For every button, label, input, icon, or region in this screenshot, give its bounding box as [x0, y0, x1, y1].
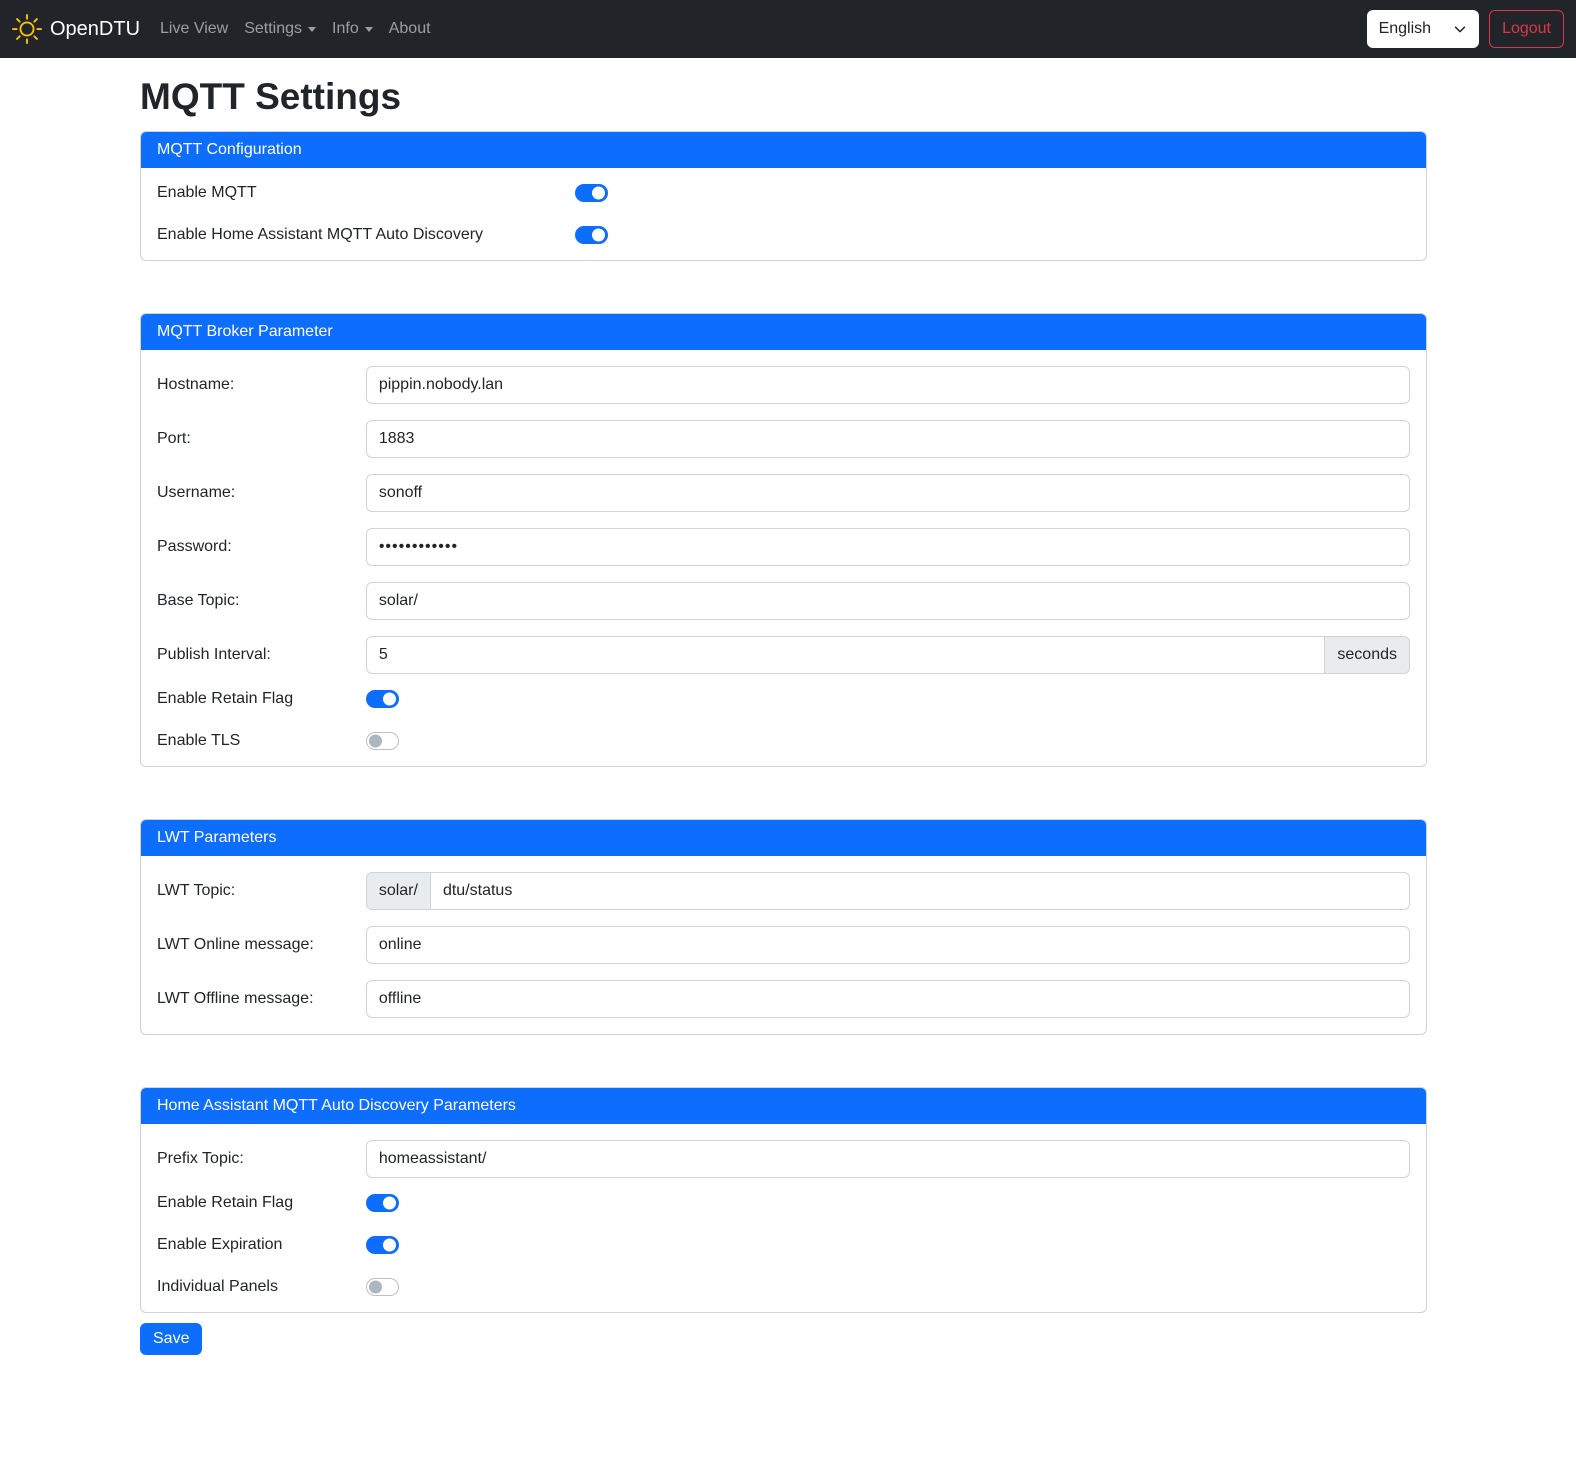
username-row: Username:	[157, 473, 1410, 512]
nav-item-label: Live View	[160, 20, 229, 37]
port-row: Port:	[157, 419, 1410, 458]
prefix-topic-label: Prefix Topic:	[157, 1149, 244, 1167]
enable-hass-discovery-label: Enable Home Assistant MQTT Auto Discover…	[157, 225, 484, 243]
enable-hass-discovery-toggle[interactable]	[574, 225, 608, 244]
lwt-online-label: LWT Online message:	[157, 935, 314, 953]
base-topic-input[interactable]	[365, 581, 1410, 620]
navbar: OpenDTU Live View Settings Info About En…	[0, 0, 1576, 58]
enable-mqtt-toggle[interactable]	[574, 183, 608, 202]
brand-link[interactable]: OpenDTU	[12, 14, 140, 44]
nav-item-label: Settings	[244, 20, 303, 37]
lwt-offline-input[interactable]	[365, 979, 1410, 1018]
lwt-topic-prefix: solar/	[365, 871, 431, 910]
toggle-knob	[591, 228, 605, 242]
password-input[interactable]	[365, 527, 1410, 566]
nav-item-live-view[interactable]: Live View	[152, 12, 236, 46]
individual-panels-row: Individual Panels	[157, 1277, 1410, 1296]
chevron-down-icon	[308, 26, 317, 32]
nav-item-about[interactable]: About	[381, 12, 439, 46]
card-header: LWT Parameters	[141, 819, 1426, 856]
language-selected-value: English	[1378, 20, 1432, 37]
nav-right: English Logout	[1366, 10, 1564, 48]
publish-interval-input[interactable]	[365, 635, 1326, 674]
card-body: LWT Topic: solar/ LWT Online message: LW…	[141, 856, 1426, 1034]
enable-mqtt-row: Enable MQTT	[157, 183, 1410, 202]
publish-interval-label: Publish Interval:	[157, 645, 271, 663]
password-row: Password:	[157, 527, 1410, 566]
broker-retain-toggle[interactable]	[365, 689, 399, 708]
logout-button[interactable]: Logout	[1489, 10, 1564, 48]
nav-item-info[interactable]: Info	[324, 12, 381, 46]
hass-retain-row: Enable Retain Flag	[157, 1193, 1410, 1212]
prefix-topic-input[interactable]	[365, 1139, 1410, 1178]
base-topic-row: Base Topic:	[157, 581, 1410, 620]
card-body: Enable MQTT Enable Home Assistant MQTT A…	[141, 168, 1426, 260]
mqtt-configuration-card: MQTT Configuration Enable MQTT Enable Ho…	[140, 130, 1427, 261]
nav-item-label: About	[388, 20, 431, 37]
language-select[interactable]: English	[1366, 10, 1480, 48]
chevron-down-icon	[1453, 22, 1467, 36]
page-title: MQTT Settings	[140, 76, 402, 117]
publish-interval-row: Publish Interval: seconds	[157, 635, 1410, 674]
lwt-topic-row: LWT Topic: solar/	[157, 871, 1410, 910]
card-body: Hostname: Port: Username: Password:	[141, 350, 1426, 766]
lwt-online-row: LWT Online message:	[157, 925, 1410, 964]
toggle-knob	[591, 186, 605, 200]
enable-expiration-label: Enable Expiration	[157, 1235, 283, 1253]
nav-item-settings[interactable]: Settings	[236, 12, 324, 46]
individual-panels-toggle[interactable]	[365, 1277, 399, 1296]
enable-hass-discovery-row: Enable Home Assistant MQTT Auto Discover…	[157, 225, 1410, 244]
bottom-spacer	[140, 1355, 1427, 1373]
lwt-topic-label: LWT Topic:	[157, 881, 236, 899]
chevron-down-icon	[364, 26, 373, 32]
enable-tls-label: Enable TLS	[157, 731, 241, 749]
nav-links: Live View Settings Info About	[152, 12, 1367, 46]
hostname-row: Hostname:	[157, 365, 1410, 404]
broker-retain-row: Enable Retain Flag	[157, 689, 1410, 708]
main-content: MQTT Settings MQTT Configuration Enable …	[140, 76, 1427, 1373]
sun-icon	[12, 14, 42, 44]
username-input[interactable]	[365, 473, 1410, 512]
toggle-knob	[382, 692, 396, 706]
hass-retain-label: Enable Retain Flag	[157, 1193, 294, 1211]
hostname-label: Hostname:	[157, 375, 235, 393]
mqtt-broker-card: MQTT Broker Parameter Hostname: Port: Us…	[140, 312, 1427, 767]
individual-panels-label: Individual Panels	[157, 1277, 278, 1295]
lwt-topic-input[interactable]	[429, 871, 1410, 910]
base-topic-label: Base Topic:	[157, 591, 240, 609]
toggle-knob	[382, 1196, 396, 1210]
enable-expiration-toggle[interactable]	[365, 1235, 399, 1254]
lwt-offline-row: LWT Offline message:	[157, 979, 1410, 1018]
nav-item-label: Info	[332, 20, 359, 37]
card-header: MQTT Broker Parameter	[141, 313, 1426, 350]
publish-interval-unit: seconds	[1324, 635, 1410, 674]
enable-expiration-row: Enable Expiration	[157, 1235, 1410, 1254]
hass-discovery-card: Home Assistant MQTT Auto Discovery Param…	[140, 1086, 1427, 1313]
enable-tls-row: Enable TLS	[157, 731, 1410, 750]
lwt-offline-label: LWT Offline message:	[157, 989, 314, 1007]
password-label: Password:	[157, 537, 232, 555]
card-body: Prefix Topic: Enable Retain Flag Enable …	[141, 1124, 1426, 1312]
save-button[interactable]: Save	[140, 1322, 203, 1355]
brand-label: OpenDTU	[50, 17, 141, 40]
toggle-knob	[368, 734, 382, 748]
card-header: Home Assistant MQTT Auto Discovery Param…	[141, 1087, 1426, 1124]
username-label: Username:	[157, 483, 236, 501]
enable-tls-toggle[interactable]	[365, 731, 399, 750]
broker-retain-label: Enable Retain Flag	[157, 689, 294, 707]
enable-mqtt-label: Enable MQTT	[157, 183, 257, 201]
port-input[interactable]	[365, 419, 1410, 458]
toggle-knob	[382, 1238, 396, 1252]
hass-retain-toggle[interactable]	[365, 1193, 399, 1212]
lwt-online-input[interactable]	[365, 925, 1410, 964]
lwt-parameters-card: LWT Parameters LWT Topic: solar/ LWT Onl…	[140, 818, 1427, 1035]
prefix-topic-row: Prefix Topic:	[157, 1139, 1410, 1178]
hostname-input[interactable]	[365, 365, 1410, 404]
port-label: Port:	[157, 429, 191, 447]
toggle-knob	[368, 1280, 382, 1294]
card-header: MQTT Configuration	[141, 131, 1426, 168]
